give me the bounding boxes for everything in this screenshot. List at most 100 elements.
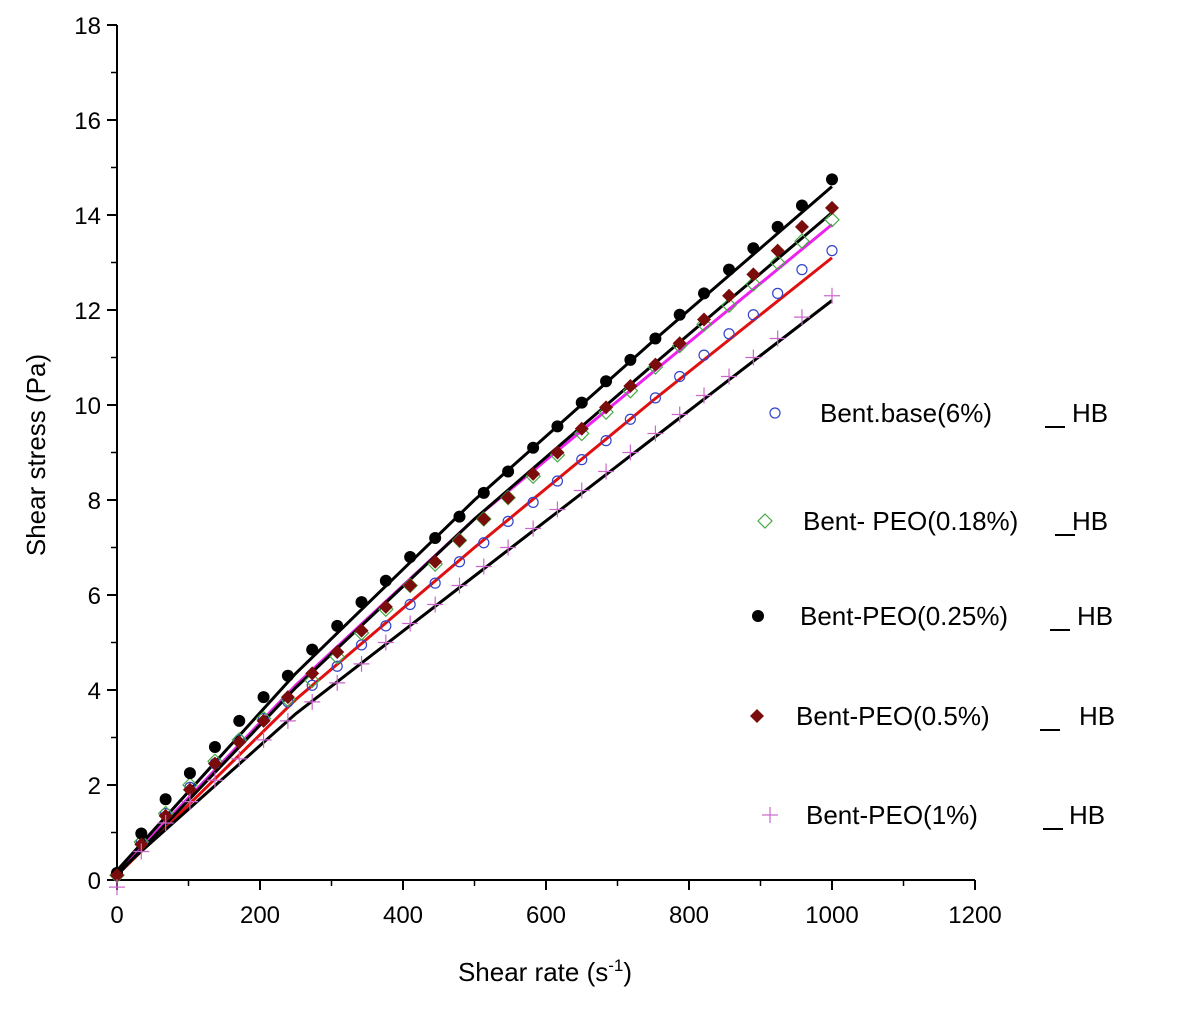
- y-tick-label: 14: [74, 203, 101, 230]
- data-point: [353, 655, 370, 672]
- data-point: [453, 510, 466, 523]
- data-point: [501, 490, 516, 505]
- data-point: [231, 750, 248, 767]
- data-point: [795, 199, 808, 212]
- data-point: [648, 357, 663, 372]
- data-point: [575, 396, 588, 409]
- data-point: [672, 336, 687, 351]
- x-tick-label: 1200: [948, 902, 1001, 929]
- data-point: [452, 533, 467, 548]
- data-point: [279, 712, 296, 729]
- legend-label: Bent-PEO(1%): [806, 800, 978, 830]
- legend: Bent.base(6%) HB Bent- PEO(0.18%) HB Bent-PE…: [750, 398, 1115, 830]
- data-point: [624, 413, 636, 425]
- data-point: [281, 669, 294, 682]
- data-point: [478, 537, 490, 549]
- data-point: [598, 463, 615, 480]
- data-point: [793, 309, 810, 326]
- data-point: [183, 767, 196, 780]
- data-point: [477, 486, 490, 499]
- data-point: [329, 674, 346, 691]
- data-point: [698, 349, 710, 361]
- data-point: [723, 328, 735, 340]
- data-point: [402, 615, 419, 632]
- data-point: [549, 501, 566, 518]
- data-point: [305, 666, 320, 681]
- y-tick-label: 0: [88, 868, 101, 895]
- data-point: [794, 233, 810, 249]
- data-point: [794, 219, 809, 234]
- data-points: [109, 173, 840, 896]
- y-tick-label: 2: [88, 773, 101, 800]
- data-point: [380, 620, 392, 632]
- y-tick-label: 18: [74, 13, 101, 40]
- x-tick-label: 600: [526, 902, 566, 929]
- data-point: [404, 551, 417, 563]
- data-point: [157, 815, 174, 831]
- data-point: [573, 482, 590, 499]
- data-point: [824, 287, 840, 304]
- legend-fit-label: HB: [1072, 398, 1108, 428]
- data-point: [550, 445, 565, 460]
- data-point: [208, 741, 221, 753]
- data-point: [772, 287, 784, 299]
- data-point: [280, 690, 295, 705]
- data-point: [574, 421, 589, 436]
- x-tick-label: 1000: [805, 902, 858, 929]
- data-point: [573, 425, 590, 442]
- data-point: [304, 693, 321, 710]
- data-point: [770, 243, 785, 258]
- data-point: [698, 287, 711, 300]
- data-point: [649, 332, 662, 345]
- data-point: [796, 264, 808, 276]
- data-point: [721, 368, 738, 385]
- data-point: [135, 827, 148, 840]
- data-point: [429, 532, 442, 544]
- data-point: [649, 392, 661, 404]
- data-point: [576, 454, 588, 466]
- y-tick-label: 6: [88, 583, 101, 610]
- data-point: [475, 558, 492, 575]
- data-point: [181, 793, 198, 810]
- data-point: [110, 868, 124, 883]
- data-point: [762, 807, 778, 823]
- data-point: [304, 672, 321, 689]
- data-point: [598, 404, 614, 420]
- data-point: [745, 276, 762, 292]
- data-point: [330, 645, 345, 659]
- data-point: [769, 407, 781, 419]
- data-point: [527, 496, 539, 508]
- data-point: [696, 316, 712, 333]
- data-point: [331, 619, 344, 632]
- data-point: [182, 782, 197, 797]
- data-point: [771, 220, 784, 233]
- y-axis-label: Shear stress (Pa): [21, 354, 51, 556]
- data-point: [745, 349, 762, 366]
- data-point: [232, 735, 247, 750]
- data-point: [551, 475, 564, 487]
- fit-line: [115, 256, 833, 877]
- data-point: [354, 623, 369, 638]
- data-point: [429, 577, 441, 589]
- data-point: [622, 444, 639, 461]
- data-point: [427, 596, 444, 613]
- data-point: [159, 793, 172, 806]
- data-point: [206, 772, 223, 789]
- y-tick-label: 4: [88, 678, 101, 705]
- data-point: [525, 520, 542, 537]
- data-point: [551, 420, 564, 433]
- data-point: [502, 515, 514, 527]
- x-tick-label: 800: [669, 902, 709, 929]
- data-point: [526, 466, 541, 481]
- data-point: [306, 643, 319, 656]
- data-point: [757, 513, 773, 529]
- data-point: [769, 330, 786, 347]
- fit-line: [116, 299, 833, 874]
- data-point: [500, 539, 517, 556]
- data-point: [599, 400, 614, 415]
- legend-label: Bent.base(6%): [820, 398, 992, 428]
- data-point: [721, 297, 737, 314]
- data-point: [750, 709, 764, 723]
- data-point: [723, 263, 736, 276]
